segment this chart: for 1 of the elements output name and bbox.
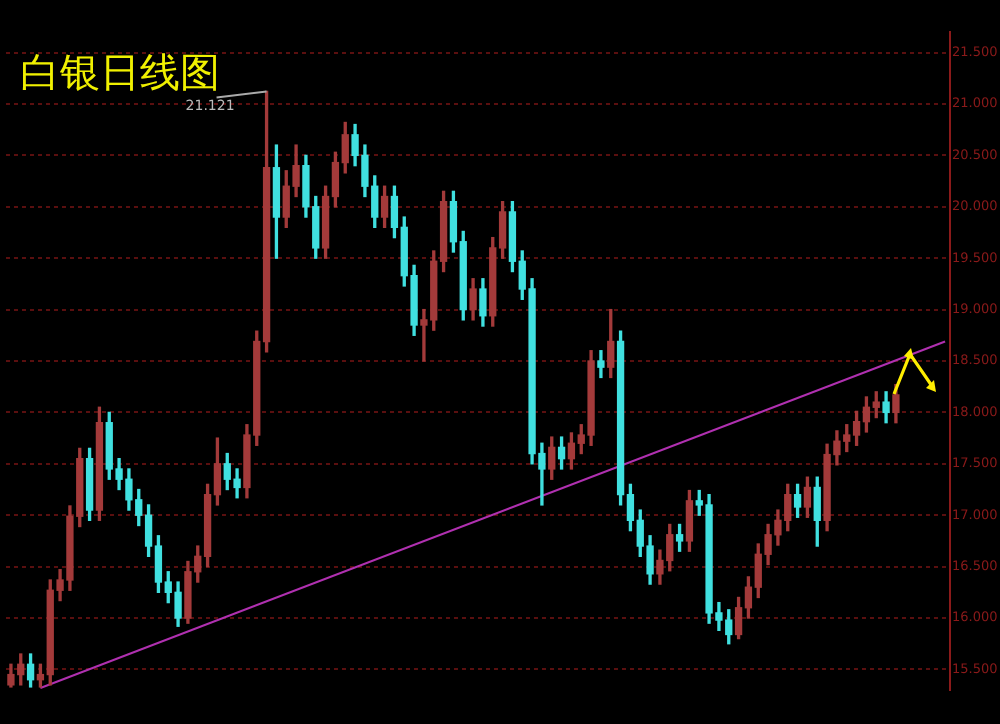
chart-title: 白银日线图 xyxy=(20,48,220,96)
